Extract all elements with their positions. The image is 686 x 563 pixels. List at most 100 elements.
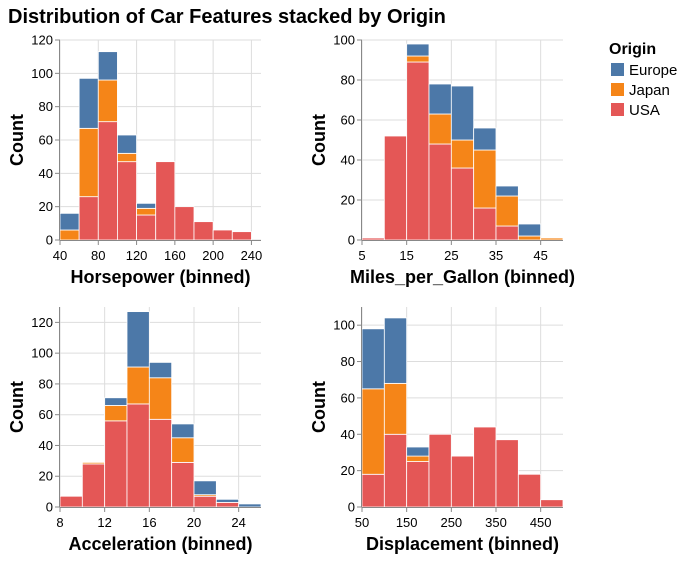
- y-tick-label: 0: [348, 500, 355, 515]
- bar-europe-bin-1: [383, 317, 408, 384]
- legend-label-usa: USA: [629, 102, 660, 119]
- bar-usa-bin-7: [193, 221, 214, 241]
- bar-usa-bin-7: [215, 501, 240, 508]
- bar-japan-bin-4: [450, 139, 475, 169]
- y-tick-label: 0: [46, 500, 53, 515]
- y-axis-title: Count: [309, 381, 329, 433]
- legend: Origin Europe Japan USA: [609, 41, 677, 119]
- x-tick-label: 350: [485, 515, 507, 530]
- bar-europe-bin-3: [117, 134, 137, 154]
- bar-europe-bin-4: [450, 85, 475, 141]
- bar-usa-bin-2: [406, 61, 430, 241]
- y-tick-label: 20: [341, 463, 355, 478]
- bar-usa-bin-6: [495, 439, 519, 508]
- bar-usa-bin-9: [231, 231, 252, 241]
- y-tick-label: 80: [39, 376, 53, 391]
- y-tick-label: 120: [31, 33, 53, 48]
- bar-japan-bin-3: [126, 366, 150, 405]
- x-tick-label: 40: [53, 248, 67, 263]
- bar-usa-bin-5: [171, 461, 195, 508]
- bar-europe-bin-4: [148, 361, 173, 379]
- bar-usa-bin-0: [59, 495, 83, 508]
- legend-swatch-japan: [611, 83, 624, 96]
- y-axis-title: Count: [7, 381, 27, 433]
- bar-usa-bin-6: [495, 225, 519, 241]
- y-tick-label: 80: [341, 73, 355, 88]
- x-tick-label: 50: [355, 515, 369, 530]
- bar-usa-bin-3: [126, 403, 150, 508]
- chart-panel-3: 0 20 40 60 80 100 50 150 250 350 450 Displacement (…: [309, 307, 564, 554]
- x-tick-label: 8: [56, 515, 63, 530]
- y-tick-label: 60: [341, 113, 355, 128]
- bar-japan-bin-1: [78, 127, 99, 198]
- legend-title: Origin: [609, 41, 656, 58]
- bar-japan-bin-8: [540, 237, 564, 241]
- bar-europe-bin-1: [78, 77, 99, 129]
- bar-europe-bin-0: [59, 212, 80, 231]
- bar-europe-bin-3: [428, 83, 452, 115]
- y-axis-title: Count: [7, 114, 27, 166]
- x-tick-label: 120: [126, 248, 148, 263]
- x-axis-title: Displacement (binned): [366, 534, 559, 554]
- x-axis-title: Acceleration (binned): [68, 534, 252, 554]
- bar-usa-bin-8: [212, 229, 233, 241]
- x-tick-label: 160: [164, 248, 186, 263]
- bar-japan-bin-3: [428, 113, 452, 145]
- x-tick-label: 35: [489, 248, 503, 263]
- bar-usa-bin-3: [428, 143, 452, 241]
- bar-japan-bin-5: [171, 437, 195, 463]
- bar-europe-bin-0: [361, 328, 385, 390]
- x-tick-label: 16: [142, 515, 156, 530]
- bar-japan-bin-4: [148, 377, 173, 420]
- bar-europe-bin-7: [517, 223, 542, 237]
- x-tick-label: 150: [396, 515, 418, 530]
- bar-usa-bin-3: [428, 433, 452, 508]
- bar-japan-bin-2: [406, 455, 430, 462]
- bar-europe-bin-8: [238, 503, 262, 508]
- bar-usa-bin-5: [473, 207, 497, 241]
- y-tick-label: 80: [39, 99, 53, 114]
- x-tick-label: 5: [358, 248, 365, 263]
- bar-japan-bin-2: [406, 55, 430, 63]
- x-tick-label: 25: [444, 248, 458, 263]
- y-tick-label: 40: [341, 427, 355, 442]
- bar-usa-bin-8: [540, 499, 564, 508]
- y-tick-label: 60: [39, 133, 53, 148]
- bar-japan-bin-0: [59, 229, 80, 241]
- bar-japan-bin-5: [473, 149, 497, 209]
- y-tick-label: 100: [333, 318, 355, 333]
- legend-swatch-usa: [611, 103, 624, 116]
- bar-europe-bin-6: [193, 480, 217, 496]
- bar-japan-bin-3: [117, 152, 137, 163]
- x-tick-label: 200: [202, 248, 224, 263]
- y-tick-label: 100: [31, 66, 53, 81]
- legend-label-europe: Europe: [629, 62, 677, 79]
- bar-usa-bin-6: [193, 495, 217, 508]
- bar-europe-bin-5: [171, 423, 195, 439]
- bar-europe-bin-2: [406, 446, 430, 457]
- x-tick-label: 20: [187, 515, 201, 530]
- bar-usa-bin-7: [517, 473, 542, 508]
- bar-europe-bin-7: [215, 498, 240, 503]
- x-tick-label: 45: [533, 248, 547, 263]
- bar-usa-bin-2: [406, 461, 430, 508]
- y-tick-label: 0: [46, 233, 53, 248]
- bar-usa-bin-1: [383, 433, 408, 508]
- y-tick-label: 40: [39, 438, 53, 453]
- y-tick-label: 20: [39, 469, 53, 484]
- y-tick-label: 0: [348, 233, 355, 248]
- chart-title: Distribution of Car Features stacked by …: [8, 6, 446, 28]
- chart-panel-1: 0 20 40 60 80 100 5 15 25 35 45 Miles_per_Gallon (b…: [309, 33, 575, 288]
- bar-japan-bin-1: [81, 461, 106, 465]
- bar-europe-bin-2: [104, 397, 128, 406]
- bar-usa-bin-1: [81, 463, 106, 508]
- bar-usa-bin-0: [361, 473, 385, 508]
- bar-japan-bin-7: [517, 235, 542, 241]
- bar-usa-bin-2: [104, 420, 128, 508]
- legend-label-japan: Japan: [629, 82, 670, 99]
- bar-usa-bin-4: [450, 167, 475, 241]
- y-tick-label: 60: [341, 390, 355, 405]
- bar-usa-bin-3: [117, 161, 137, 241]
